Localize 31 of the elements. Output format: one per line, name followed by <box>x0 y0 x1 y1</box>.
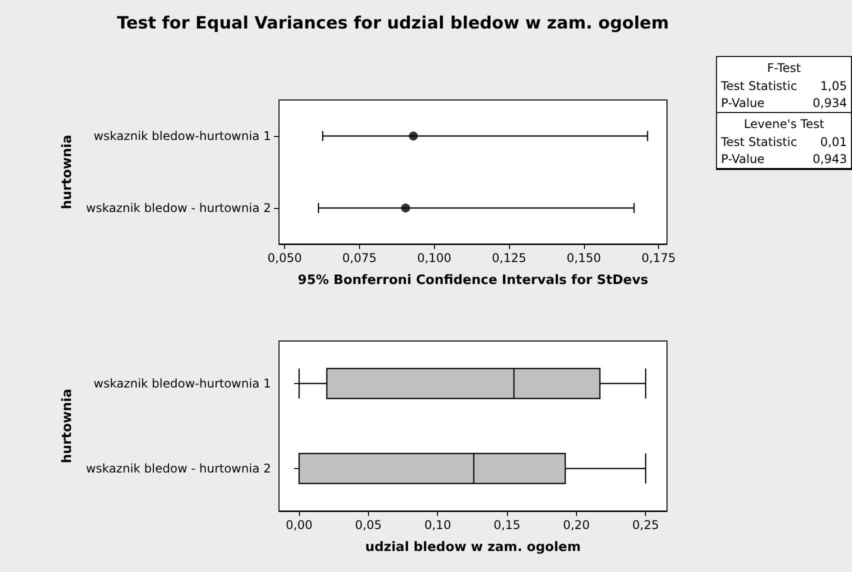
y-tick-label: wskaznik bledow - hurtownia 2 <box>86 462 271 476</box>
x-tick-label: 0,05 <box>355 518 382 532</box>
chart-title: Test for Equal Variances for udzial bledow w zam. ogolem <box>117 14 669 34</box>
y-tick-label: wskaznik bledow-hurtownia 1 <box>94 129 271 143</box>
x-tick-label: 0,10 <box>424 518 452 532</box>
text: 0,934 <box>812 95 847 112</box>
x-axis-title: 95% Bonferroni Confidence Intervals for StDevs <box>298 273 648 288</box>
y-axis-title: hurtownia <box>60 388 75 464</box>
x-tick-label: 0,050 <box>268 251 302 265</box>
x-tick-label: 0,100 <box>417 251 452 265</box>
text: F-Test <box>766 60 802 77</box>
text: 0,943 <box>812 151 847 168</box>
text: Test Statistic <box>721 78 798 95</box>
x-tick-label: 0,125 <box>492 251 526 265</box>
text: P-Value <box>721 151 765 168</box>
x-tick-label: 0,150 <box>566 251 602 265</box>
x-tick-label: 0,15 <box>494 518 520 532</box>
y-axis-title: hurtownia <box>60 134 75 210</box>
x-axis-title: udzial bledow w zam. ogolem <box>365 540 581 555</box>
text: 1,05 <box>820 78 847 95</box>
x-tick-label: 0,25 <box>632 518 660 532</box>
x-tick-label: 0,075 <box>342 251 377 265</box>
y-tick-label: wskaznik bledow-hurtownia 1 <box>94 376 271 390</box>
text: Test Statistic <box>721 134 798 151</box>
x-tick-label: 0,20 <box>562 518 590 532</box>
x-tick-label: 0,175 <box>641 251 676 265</box>
text: 0,01 <box>820 134 847 151</box>
y-tick-label: wskaznik bledow - hurtownia 2 <box>86 201 271 215</box>
x-tick-label: 0,00 <box>286 518 312 532</box>
text: P-Value <box>721 95 765 112</box>
text: Levene's Test <box>742 116 826 133</box>
